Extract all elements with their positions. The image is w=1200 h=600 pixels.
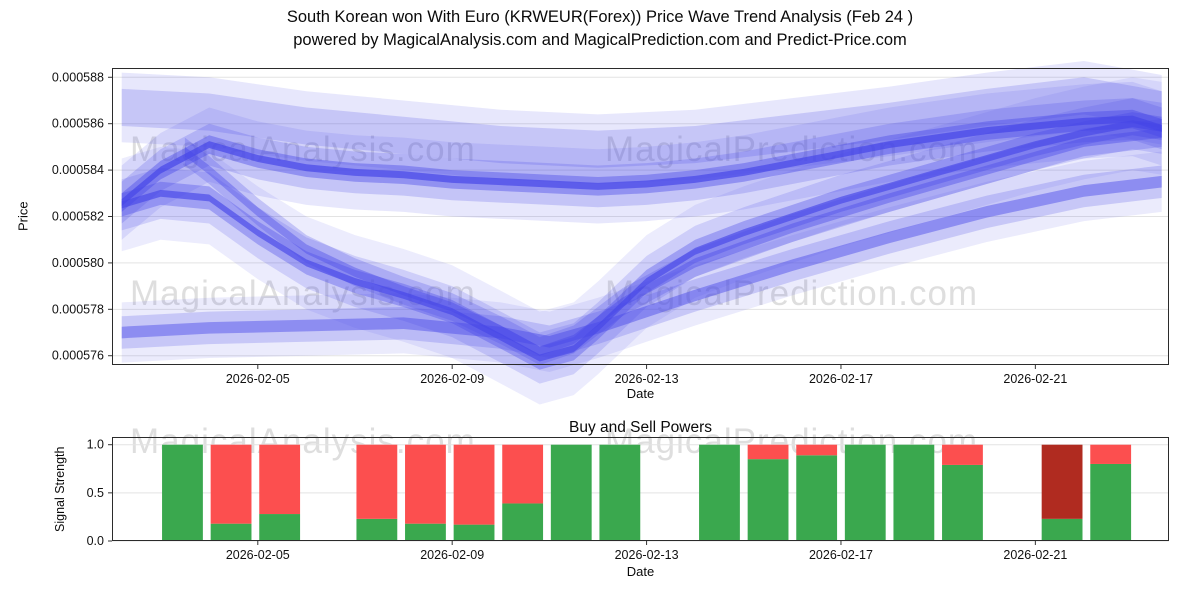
power-plot-svg: 0.0 0.5 1.0 2026-02-05 2026-02-09 2026-02-13 2… [87, 437, 1169, 562]
svg-text:2026-02-17: 2026-02-17 [809, 548, 873, 562]
watermark-analysis-1: MagicalAnalysis.com [130, 130, 476, 169]
svg-text:0.000584: 0.000584 [52, 163, 104, 177]
svg-text:0.000588: 0.000588 [52, 70, 104, 84]
sell-bar [405, 444, 446, 524]
buy-bar [699, 444, 740, 541]
svg-text:0.000578: 0.000578 [52, 302, 104, 316]
power-chart-title: Buy and Sell Powers [568, 419, 713, 436]
sell-bar [1041, 444, 1083, 519]
power-x-axis-label: Date [626, 564, 655, 579]
price-chart: 0.000588 0.000586 0.000584 0.000582 0.000580… [52, 61, 1169, 405]
sell-bar [502, 444, 544, 504]
buy-bar [844, 444, 886, 541]
buy-bar [942, 464, 983, 541]
page-title: South Korean won With Euro (KRWEUR(Forex… [286, 8, 914, 26]
power-y-axis-label: Signal Strength [53, 446, 67, 532]
watermark-prediction-2: MagicalPrediction.com [605, 274, 979, 313]
svg-text:0.000582: 0.000582 [52, 210, 104, 224]
svg-text:2026-02-21: 2026-02-21 [1003, 548, 1067, 562]
sell-bar [796, 444, 838, 456]
sell-bar [1090, 444, 1132, 464]
svg-text:2026-02-13: 2026-02-13 [615, 548, 679, 562]
svg-text:0.0: 0.0 [87, 534, 104, 548]
svg-text:2026-02-21: 2026-02-21 [1003, 372, 1067, 386]
buy-bar [405, 523, 446, 541]
svg-text:0.5: 0.5 [87, 486, 104, 500]
sell-bar [210, 444, 252, 524]
buy-bar [747, 459, 789, 541]
svg-text:2026-02-09: 2026-02-09 [420, 548, 484, 562]
svg-text:2026-02-05: 2026-02-05 [226, 548, 290, 562]
svg-text:2026-02-09: 2026-02-09 [420, 372, 484, 386]
svg-text:2026-02-05: 2026-02-05 [226, 372, 290, 386]
sell-bar [942, 444, 983, 465]
sell-bar [453, 444, 495, 525]
buy-bar [1041, 518, 1083, 541]
price-x-axis-label: Date [626, 386, 655, 401]
buy-bar [210, 523, 252, 541]
buy-bar [162, 444, 203, 541]
svg-text:1.0: 1.0 [87, 438, 104, 452]
buy-bar [453, 524, 495, 541]
sell-bar [356, 444, 398, 519]
watermark-analysis-2: MagicalAnalysis.com [130, 274, 476, 313]
buy-bar [599, 444, 641, 541]
price-plot-svg: 0.000588 0.000586 0.000584 0.000582 0.000580… [52, 61, 1169, 405]
buy-bar [1090, 463, 1132, 541]
power-chart: 0.0 0.5 1.0 2026-02-05 2026-02-09 2026-02-13 2… [87, 437, 1169, 562]
sell-bar [259, 444, 301, 515]
svg-text:2026-02-17: 2026-02-17 [809, 372, 873, 386]
buy-bar [893, 444, 935, 541]
buy-bar [796, 455, 838, 541]
svg-text:2026-02-13: 2026-02-13 [615, 372, 679, 386]
buy-bar [550, 444, 592, 541]
buy-bar [356, 518, 398, 541]
sell-bar [747, 444, 789, 460]
svg-text:0.000580: 0.000580 [52, 256, 104, 270]
svg-text:0.000586: 0.000586 [52, 117, 104, 131]
page-subtitle: powered by MagicalAnalysis.com and Magic… [293, 31, 907, 49]
price-y-axis-label: Price [15, 201, 31, 232]
buy-bar [502, 503, 544, 541]
svg-text:0.000576: 0.000576 [52, 349, 104, 363]
buy-bar [259, 514, 301, 541]
